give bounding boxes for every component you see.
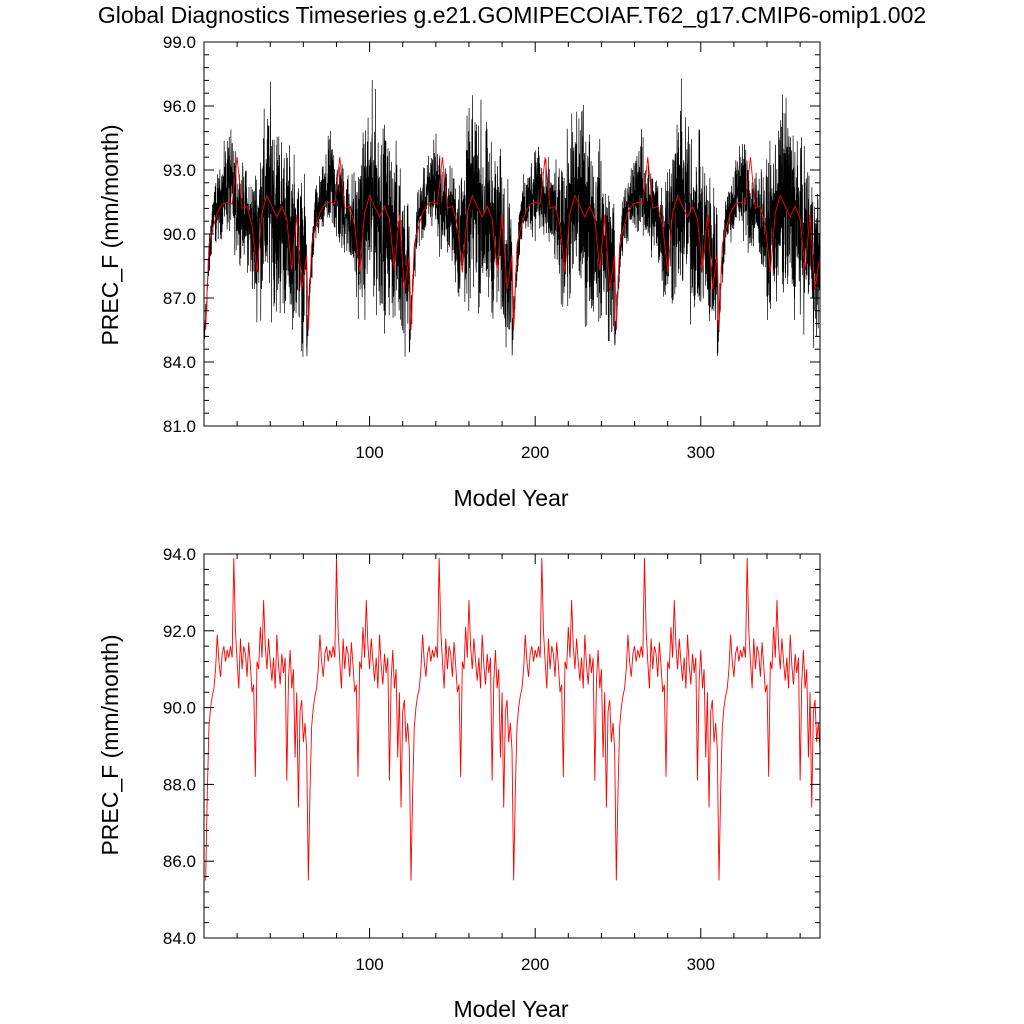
- top-ytick-label: 90.0: [163, 225, 196, 244]
- top-series-monthly-line: [204, 78, 820, 364]
- bottom-xtick-label: 200: [521, 955, 549, 974]
- top-xtick-label: 300: [687, 443, 715, 462]
- top-ylabel: PREC_F (mm/month): [97, 124, 123, 345]
- top-xtick-label: 100: [355, 443, 383, 462]
- top-ytick-label: 84.0: [163, 353, 196, 372]
- bottom-ylabel: PREC_F (mm/month): [97, 634, 123, 855]
- bottom-plot: PREC_F (mm/month) Model Year 100 200 300 84…: [97, 545, 821, 1022]
- figure-title: Global Diagnostics Timeseries g.e21.GOMI…: [97, 2, 927, 28]
- bottom-ytick-label: 92.0: [163, 622, 196, 641]
- top-xtick-label: 200: [521, 443, 549, 462]
- bottom-plot-frame: [203, 553, 821, 939]
- bottom-xlabel: Model Year: [453, 996, 568, 1022]
- bottom-ytick-label: 94.0: [163, 545, 196, 564]
- bottom-ytick-label: 84.0: [163, 929, 196, 948]
- bottom-ytick-label: 88.0: [163, 775, 196, 794]
- top-series-annual-line: [205, 157, 820, 331]
- top-plot: PREC_F (mm/month) Model Year 100 200 300 81…: [97, 33, 821, 511]
- top-ytick-label: 99.0: [163, 33, 196, 52]
- bottom-ytick-label: 90.0: [163, 699, 196, 718]
- bottom-xtick-label: 300: [687, 955, 715, 974]
- top-ytick-label: 87.0: [163, 289, 196, 308]
- top-ytick-label: 96.0: [163, 97, 196, 116]
- top-xlabel: Model Year: [453, 485, 568, 511]
- bottom-ytick-label: 86.0: [163, 852, 196, 871]
- top-ytick-label: 81.0: [163, 417, 196, 436]
- bottom-series-annual-line: [205, 557, 820, 881]
- bottom-xtick-label: 100: [355, 955, 383, 974]
- top-ytick-label: 93.0: [163, 161, 196, 180]
